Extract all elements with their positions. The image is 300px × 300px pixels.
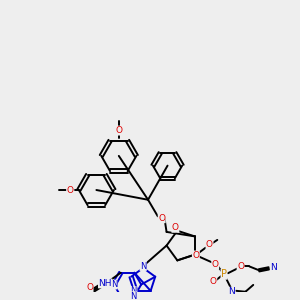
- Text: O: O: [212, 260, 219, 269]
- Text: N: N: [140, 262, 146, 271]
- Text: NH: NH: [98, 279, 112, 288]
- Text: O: O: [158, 214, 165, 223]
- Text: O: O: [172, 223, 179, 232]
- Text: O: O: [210, 277, 217, 286]
- Text: N: N: [130, 292, 136, 300]
- Text: N: N: [270, 263, 277, 272]
- Text: N: N: [130, 286, 137, 296]
- Text: N: N: [111, 280, 117, 289]
- Text: O: O: [206, 240, 213, 249]
- Text: O: O: [67, 185, 73, 194]
- Text: O: O: [86, 283, 93, 292]
- Text: O: O: [115, 126, 122, 135]
- Text: N: N: [228, 287, 235, 296]
- Text: O: O: [192, 251, 200, 260]
- Text: P: P: [221, 269, 227, 279]
- Text: O: O: [237, 262, 244, 271]
